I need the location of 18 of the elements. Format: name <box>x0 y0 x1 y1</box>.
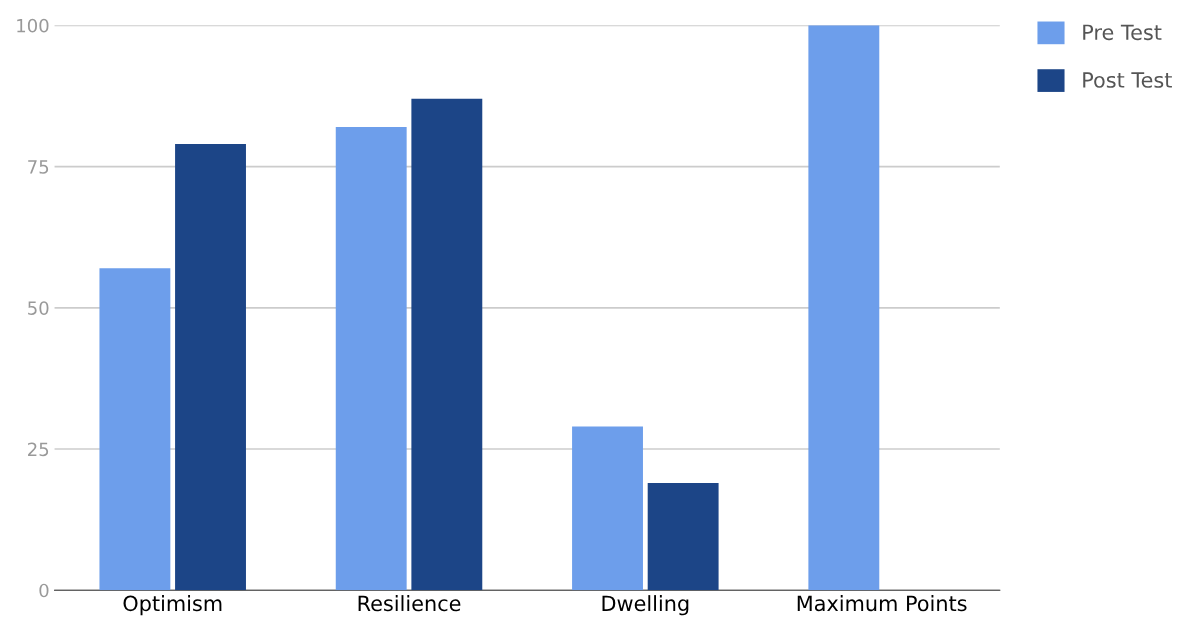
legend-label: Post Test <box>1083 72 1172 88</box>
y-tick-label: 0 <box>39 583 49 598</box>
bar <box>647 482 719 591</box>
x-tick-label: Dwelling <box>602 595 689 616</box>
bar <box>411 98 483 591</box>
legend-label: Pre Test <box>1083 24 1162 41</box>
x-tick-label: Maximum Points <box>797 595 967 612</box>
y-tick-label: 75 <box>28 160 49 174</box>
y-tick-label: 25 <box>28 442 49 457</box>
y-tick-label: 50 <box>28 301 49 315</box>
bar <box>175 143 246 591</box>
bar <box>808 25 880 591</box>
x-tick-label: Resilience <box>358 595 461 612</box>
bar <box>335 127 407 591</box>
x-tick-label: Optimism <box>123 595 222 616</box>
y-tick-label: 100 <box>17 18 49 33</box>
bar <box>99 268 171 591</box>
bar <box>572 426 643 591</box>
